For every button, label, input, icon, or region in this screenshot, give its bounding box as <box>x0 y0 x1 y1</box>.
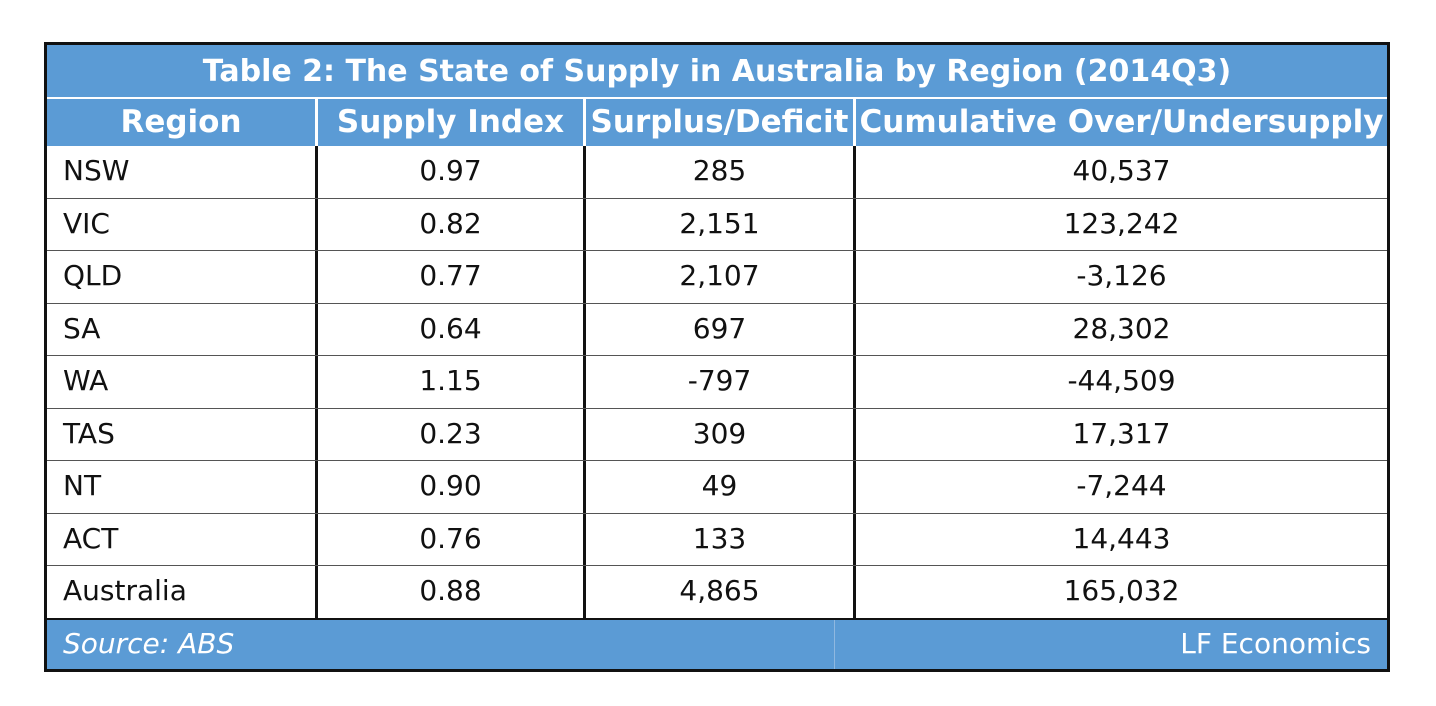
table-row: QLD 0.77 2,107 -3,126 <box>47 251 1387 304</box>
cumulative-cell: 28,302 <box>853 303 1387 355</box>
supply-table: Table 2: The State of Supply in Australi… <box>44 42 1390 672</box>
surplus-deficit-cell: 697 <box>583 303 853 355</box>
column-header-region: Region <box>120 104 242 140</box>
supply-index-cell: 0.82 <box>315 198 583 250</box>
cumulative-cell: -44,509 <box>853 356 1387 408</box>
surplus-deficit-cell: 2,151 <box>583 198 853 250</box>
region-cell: VIC <box>63 206 110 240</box>
region-cell: TAS <box>63 416 115 450</box>
cumulative-cell: 165,032 <box>853 566 1387 619</box>
cumulative-cell: 123,242 <box>853 198 1387 250</box>
supply-index-cell: 0.76 <box>315 513 583 565</box>
region-cell: QLD <box>63 259 123 292</box>
column-header-cumulative: Cumulative Over/Undersupply <box>853 99 1387 146</box>
column-header-supply-index: Supply Index <box>315 99 583 146</box>
supply-index-cell: 1.15 <box>315 356 583 408</box>
table-row: NT 0.90 49 -7,244 <box>47 461 1387 514</box>
surplus-deficit-cell: 49 <box>583 461 853 513</box>
table-row: VIC 0.82 2,151 123,242 <box>47 198 1387 251</box>
table-header-row: Region Supply Index Surplus/Deficit Cumu… <box>47 99 1387 146</box>
table-body: NSW 0.97 285 40,537 VIC 0.82 2,151 123,2… <box>47 146 1387 619</box>
surplus-deficit-cell: -797 <box>583 356 853 408</box>
supply-index-cell: 0.64 <box>315 303 583 355</box>
table-row: TAS 0.23 309 17,317 <box>47 408 1387 461</box>
surplus-deficit-cell: 2,107 <box>583 251 853 303</box>
supply-index-cell: 0.77 <box>315 251 583 303</box>
source-note: Source: ABS <box>47 620 835 669</box>
cumulative-cell: 40,537 <box>853 146 1387 198</box>
region-cell: SA <box>63 311 101 345</box>
table-row: WA 1.15 -797 -44,509 <box>47 356 1387 409</box>
table-row: NSW 0.97 285 40,537 <box>47 146 1387 199</box>
cumulative-cell: -3,126 <box>853 251 1387 303</box>
surplus-deficit-cell: 285 <box>583 146 853 198</box>
table-footer: Source: ABS LF Economics <box>47 618 1387 669</box>
supply-index-cell: 0.88 <box>315 566 583 619</box>
column-header-surplus-deficit: Surplus/Deficit <box>583 99 853 146</box>
supply-index-cell: 0.97 <box>315 146 583 198</box>
region-cell: WA <box>63 364 109 397</box>
cumulative-cell: -7,244 <box>853 461 1387 513</box>
supply-index-cell: 0.23 <box>315 408 583 460</box>
region-cell: NSW <box>63 154 130 187</box>
table-title: Table 2: The State of Supply in Australi… <box>47 45 1387 99</box>
credit-note: LF Economics <box>1180 627 1371 660</box>
region-cell: NT <box>63 469 102 502</box>
surplus-deficit-cell: 133 <box>583 513 853 565</box>
region-cell: Australia <box>63 574 187 607</box>
table-row-total: Australia 0.88 4,865 165,032 <box>47 566 1387 619</box>
surplus-deficit-cell: 309 <box>583 408 853 460</box>
surplus-deficit-cell: 4,865 <box>583 566 853 619</box>
supply-index-cell: 0.90 <box>315 461 583 513</box>
cumulative-cell: 14,443 <box>853 513 1387 565</box>
region-cell: ACT <box>63 521 119 555</box>
table-row: SA 0.64 697 28,302 <box>47 303 1387 356</box>
cumulative-cell: 17,317 <box>853 408 1387 460</box>
table-row: ACT 0.76 133 14,443 <box>47 513 1387 566</box>
